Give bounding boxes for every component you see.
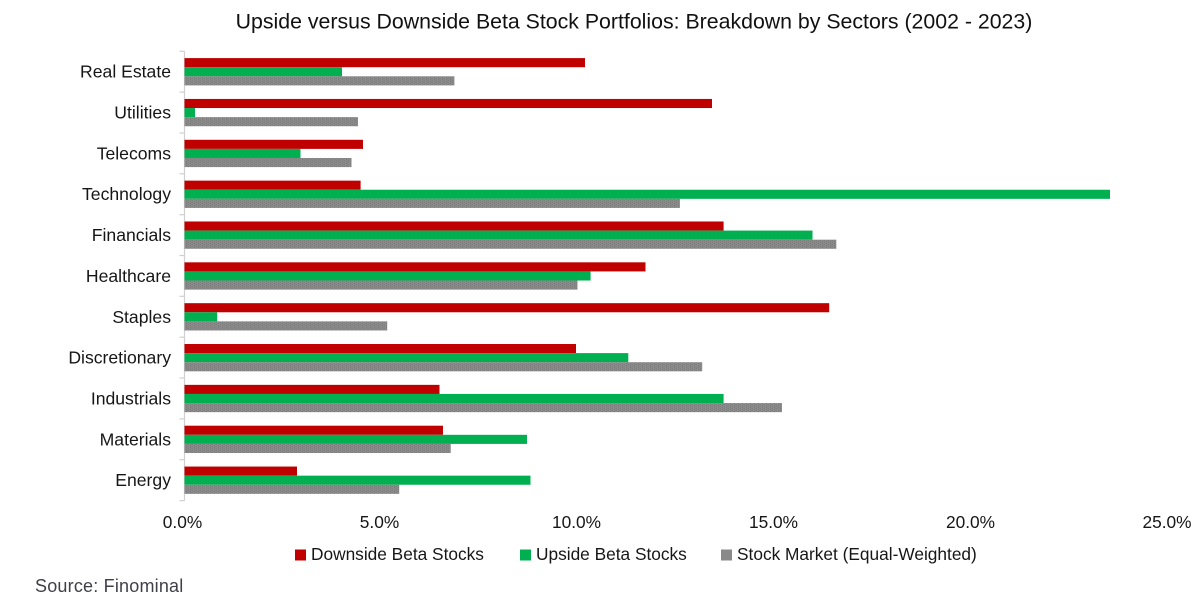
svg-text:Upside Beta Stocks: Upside Beta Stocks [536,544,687,564]
svg-text:Downside Beta Stocks: Downside Beta Stocks [311,544,484,564]
svg-text:Financials: Financials [92,225,171,245]
svg-text:Utilities: Utilities [114,103,171,123]
svg-text:Real Estate: Real Estate [80,62,171,82]
svg-text:Discretionary: Discretionary [68,348,171,368]
svg-text:20.0%: 20.0% [946,512,995,532]
svg-text:Healthcare: Healthcare [86,266,171,286]
svg-text:Telecoms: Telecoms [97,143,172,163]
svg-text:Source: Finominal: Source: Finominal [35,576,183,596]
svg-text:25.0%: 25.0% [1142,512,1191,532]
svg-text:Upside versus Downside Beta St: Upside versus Downside Beta Stock Portfo… [236,10,1033,34]
svg-text:5.0%: 5.0% [360,512,399,532]
svg-text:15.0%: 15.0% [749,512,798,532]
svg-text:Staples: Staples [112,307,171,327]
svg-text:Materials: Materials [100,429,172,449]
svg-text:10.0%: 10.0% [552,512,601,532]
svg-text:Energy: Energy [115,470,171,490]
svg-text:Industrials: Industrials [91,388,171,408]
svg-text:Technology: Technology [82,184,171,204]
svg-text:0.0%: 0.0% [163,512,202,532]
svg-text:Stock Market (Equal-Weighted): Stock Market (Equal-Weighted) [737,544,977,564]
